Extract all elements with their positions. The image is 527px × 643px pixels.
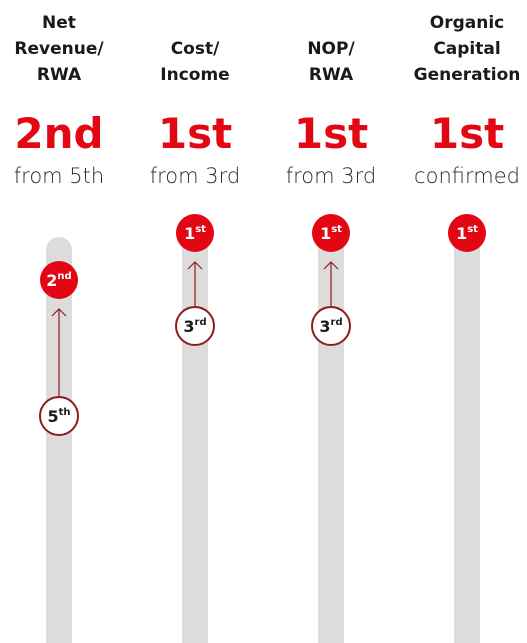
column-title: Organic [430, 13, 504, 33]
column-title: Capital [433, 39, 500, 59]
badge-label: 5th [47, 407, 70, 426]
badge-circle [39, 396, 79, 436]
badge-label: 2nd [46, 271, 71, 290]
badge-circle [448, 214, 486, 252]
track [454, 222, 480, 643]
new-rank-badge: 1st [448, 214, 486, 252]
new-rank-badge: 1st [312, 214, 350, 252]
old-rank-badge: 3rd [175, 306, 215, 346]
badge-circle [175, 306, 215, 346]
rank-headline: 1st [294, 109, 368, 158]
badge-label: 3rd [319, 317, 342, 336]
column-title: RWA [309, 65, 354, 85]
column-title: RWA [37, 65, 82, 85]
badge-label: 1st [320, 224, 342, 243]
rank-change: from 3rd [150, 164, 241, 188]
arrow-head [323, 261, 339, 270]
old-rank-badge: 3rd [311, 306, 351, 346]
rank-change: from 5th [14, 164, 104, 188]
old-rank-badge: 5th [39, 396, 79, 436]
badge-label: 1st [184, 224, 206, 243]
new-rank-badge: 1st [176, 214, 214, 252]
column-title: Income [160, 65, 229, 85]
badge-label: 3rd [183, 317, 206, 336]
badge-circle [40, 261, 78, 299]
rank-headline: 1st [158, 109, 232, 158]
badge-label: 1st [456, 224, 478, 243]
rank-change: confirmed [414, 164, 520, 188]
column-title: Net [42, 13, 76, 33]
column-title: Generation [414, 65, 521, 85]
new-rank-badge: 2nd [40, 261, 78, 299]
badge-circle [312, 214, 350, 252]
column-title: Cost/ [171, 39, 220, 59]
rank-headline: 1st [430, 109, 504, 158]
column-title: Revenue/ [14, 39, 104, 59]
arrow-head [51, 308, 67, 317]
badge-circle [311, 306, 351, 346]
badge-circle [176, 214, 214, 252]
rank-change: from 3rd [286, 164, 377, 188]
track [46, 237, 72, 643]
arrow-head [187, 261, 203, 270]
column-title: NOP/ [307, 39, 355, 59]
rank-headline: 2nd [14, 109, 103, 158]
